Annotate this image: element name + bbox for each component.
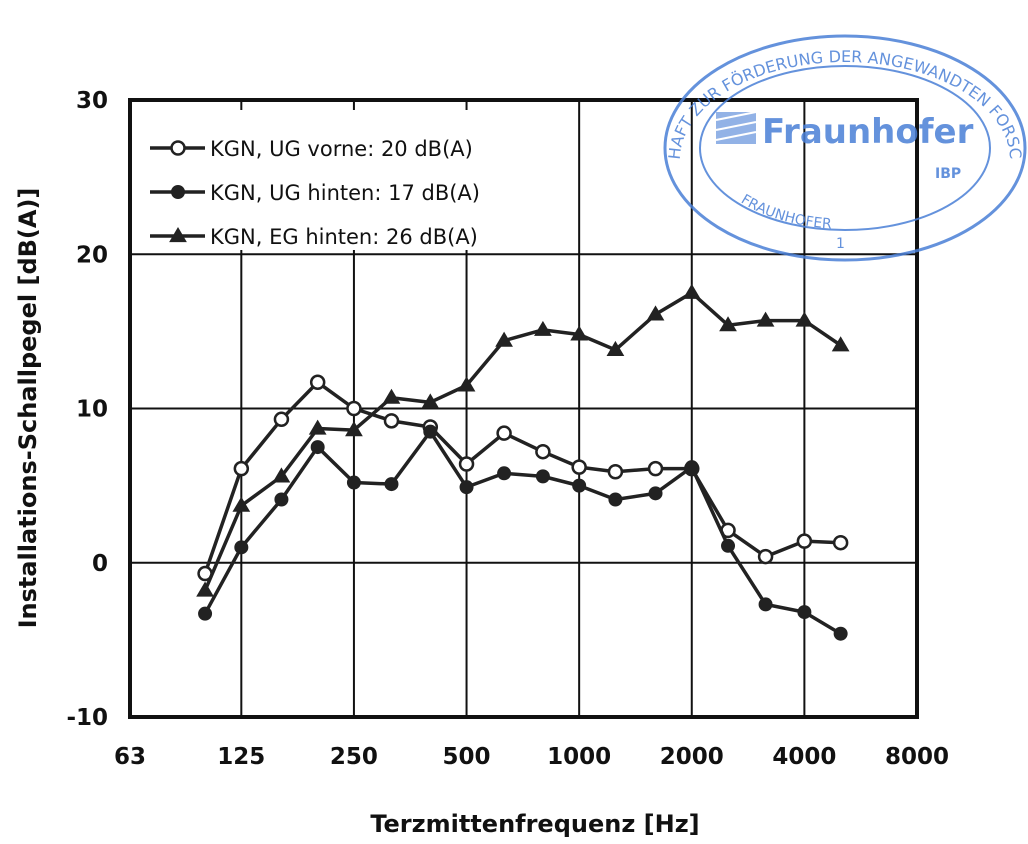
data-point	[646, 305, 665, 321]
data-point	[272, 467, 291, 483]
data-point	[796, 533, 813, 549]
data-point	[496, 425, 512, 441]
y-tick-label: 0	[92, 551, 108, 577]
data-point	[457, 376, 476, 392]
stamp-number: 1	[836, 236, 845, 252]
y-tick-label: 10	[76, 397, 108, 423]
data-point	[534, 320, 552, 336]
data-point	[234, 540, 249, 555]
data-point	[273, 411, 290, 428]
data-point	[648, 486, 663, 501]
legend-label: KGN, UG vorne: 20 dB(A)	[210, 137, 473, 161]
data-point	[607, 463, 624, 480]
x-tick-label: 2000	[660, 744, 724, 770]
data-point	[345, 421, 363, 437]
data-point	[308, 419, 327, 435]
legend-marker	[171, 185, 185, 199]
legend-background	[140, 110, 540, 250]
data-point	[421, 393, 440, 409]
data-point	[232, 496, 251, 512]
data-point	[797, 605, 812, 620]
data-point	[719, 316, 737, 332]
data-point	[608, 492, 623, 507]
y-axis-title: Installations-Schallpegel [dB(A)]	[14, 188, 42, 629]
data-point	[795, 311, 814, 327]
legend: KGN, UG vorne: 20 dB(A) KGN, UG hinten: 1…	[140, 110, 540, 250]
stamp-inner-ring	[699, 65, 991, 231]
data-point	[572, 478, 587, 493]
data-point	[571, 459, 587, 475]
legend-label: KGN, EG hinten: 26 dB(A)	[210, 225, 478, 249]
data-point	[346, 400, 362, 417]
data-point	[535, 443, 551, 460]
tick-labels: 63 125 250 500 1000 2000 4000 8000 -10 0 10 20 30	[66, 88, 949, 770]
data-point	[274, 492, 289, 507]
x-tick-label: 8000	[885, 744, 949, 770]
x-tick-label: 125	[217, 744, 265, 770]
data-point	[684, 460, 699, 475]
series-3	[196, 283, 850, 597]
legend-item: KGN, UG hinten: 17 dB(A)	[150, 181, 480, 205]
data-point	[346, 475, 361, 490]
y-tick-label: 20	[76, 242, 108, 268]
data-point	[832, 534, 849, 551]
data-point	[384, 477, 399, 492]
data-point	[382, 388, 401, 404]
fraunhofer-logo-icon	[715, 111, 757, 144]
data-point	[423, 424, 438, 439]
series-1	[197, 374, 849, 582]
stamp-outer-ring	[663, 34, 1027, 262]
data-point	[497, 466, 512, 481]
data-point	[458, 456, 475, 472]
legend-marker	[169, 227, 187, 243]
y-tick-label: 30	[76, 88, 108, 114]
data-point	[831, 336, 850, 352]
data-point	[647, 460, 664, 477]
series-line	[203, 429, 842, 636]
stamp-bottom-text: FRAUNHOFER	[738, 192, 832, 233]
data-point	[606, 340, 625, 356]
data-point	[682, 283, 701, 299]
legend-item: KGN, EG hinten: 26 dB(A)	[150, 225, 478, 249]
legend-label: KGN, UG hinten: 17 dB(A)	[210, 181, 480, 205]
x-tick-label: 250	[330, 744, 378, 770]
x-tick-label: 4000	[772, 744, 836, 770]
data-point	[757, 548, 774, 565]
stamp-brand: Fraunhofer	[762, 112, 974, 152]
data-point	[233, 460, 250, 477]
x-tick-label: 500	[443, 744, 491, 770]
x-tick-label: 1000	[547, 744, 611, 770]
data-point	[196, 581, 214, 597]
stamp-sub: IBP	[935, 166, 961, 182]
data-point	[495, 331, 513, 347]
legend-marker	[170, 140, 186, 156]
series-line	[203, 380, 841, 575]
series-2	[198, 424, 848, 641]
data-point	[833, 626, 848, 641]
series-layer	[196, 283, 850, 641]
series-line	[203, 291, 842, 592]
data-point	[570, 325, 589, 341]
data-point	[309, 374, 326, 391]
data-point	[758, 597, 773, 612]
legend-item: KGN, UG vorne: 20 dB(A)	[150, 137, 473, 161]
data-point	[310, 440, 325, 455]
x-axis-title: Terzmittenfrequenz [Hz]	[370, 810, 699, 838]
plot-frame	[128, 98, 919, 719]
data-point	[721, 538, 736, 553]
data-point	[198, 606, 213, 621]
x-tick-label: 63	[114, 744, 146, 770]
data-point	[756, 311, 775, 327]
data-point	[383, 413, 400, 429]
data-point	[459, 480, 474, 495]
data-point	[535, 469, 550, 484]
y-tick-label: -10	[66, 705, 108, 731]
